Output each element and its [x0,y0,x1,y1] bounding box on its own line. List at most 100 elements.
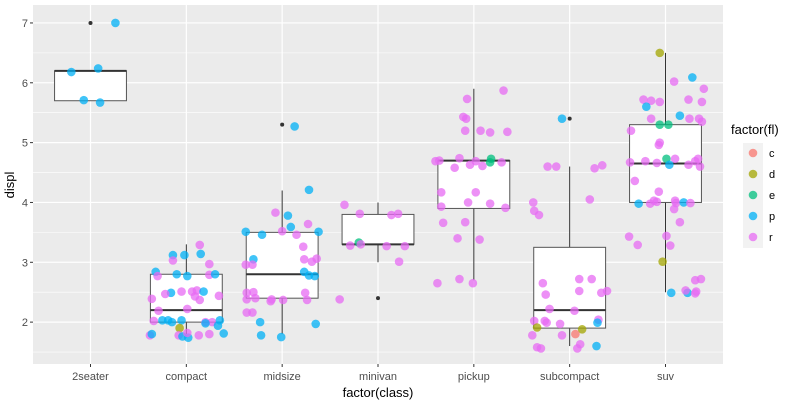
data-point [685,114,694,123]
data-point [652,158,662,168]
data-point [543,162,552,171]
data-point [478,161,487,171]
data-point [665,241,675,250]
data-point [463,198,473,207]
axes: 2 3 4 5 6 7 2seater compact midsize minivan pickup… [22,18,675,383]
data-point [154,306,163,316]
legend-key-d [748,169,758,179]
data-point [587,274,597,284]
data-point [95,98,105,107]
data-point [555,319,565,329]
box-subcompact [533,246,607,329]
data-point [684,95,693,104]
data-point [536,344,546,353]
data-point [242,295,252,304]
data-point [471,156,481,166]
data-point [670,154,680,164]
data-point [557,330,567,340]
data-point [277,226,287,236]
data-point [255,317,265,327]
data-point [655,48,665,58]
data-point [177,316,186,325]
data-point [534,210,544,220]
data-point [624,232,634,241]
data-point [248,260,257,269]
data-point [597,161,607,170]
data-point [299,254,309,264]
y-tick-label: 3 [22,257,28,269]
data-point [696,274,706,284]
data-point [662,231,671,241]
data-point [697,97,707,107]
data-point [475,235,484,244]
data-point [93,64,103,73]
legend-title: factor(fl) [731,122,779,137]
x-tick-label: minivan [359,371,397,383]
data-point [79,95,89,105]
x-axis-label: factor(class) [343,385,414,400]
data-point [356,240,366,249]
data-point [666,288,676,298]
data-point [393,209,403,219]
data-point [455,274,464,284]
data-point [654,187,664,196]
data-point [485,128,495,137]
data-point [538,278,548,288]
data-point [195,240,205,250]
data-point [436,202,446,211]
data-point [593,318,602,328]
x-tick-label: 2seater [72,371,109,383]
data-point [592,341,601,351]
data-point [194,330,204,340]
data-point [577,324,587,334]
data-point [149,316,159,326]
gridlines [33,5,723,364]
data-point [642,102,651,112]
legend-key-p [748,211,758,221]
data-point [435,156,444,165]
x-tick-label: pickup [458,371,490,383]
y-tick-label: 7 [22,18,28,30]
data-point [626,126,636,135]
data-point [652,197,662,207]
data-point [551,162,561,171]
data-point [199,287,208,296]
data-point [205,329,214,339]
data-point [340,200,349,210]
legend-key-e [748,190,758,200]
data-point [182,271,192,281]
data-point [175,323,184,333]
data-point [476,126,485,135]
data-point [147,329,157,339]
data-point [664,120,673,129]
data-point [585,195,595,204]
data-point [219,329,229,338]
data-point [697,117,707,126]
data-point [658,257,667,266]
data-point [574,286,584,296]
data-point [310,271,320,281]
x-tick-label: subcompact [540,371,599,383]
data-point [298,242,308,252]
data-point [387,210,396,220]
data-point [542,318,551,328]
data-point [462,94,472,104]
y-tick-label: 5 [22,138,28,150]
data-point [213,321,223,331]
x-tick-label: suv [657,371,675,383]
data-point [684,160,693,170]
data-point [693,154,703,164]
data-point [167,317,177,327]
box-pickup [437,160,511,209]
data-point [394,257,404,266]
data-point [529,316,539,326]
data-point [688,73,697,82]
box-2seater [54,70,127,102]
data-point [312,254,321,263]
data-point [545,304,554,314]
data-point [503,127,512,137]
data-point [639,95,648,104]
data-point [634,199,643,208]
data-point [485,199,495,208]
